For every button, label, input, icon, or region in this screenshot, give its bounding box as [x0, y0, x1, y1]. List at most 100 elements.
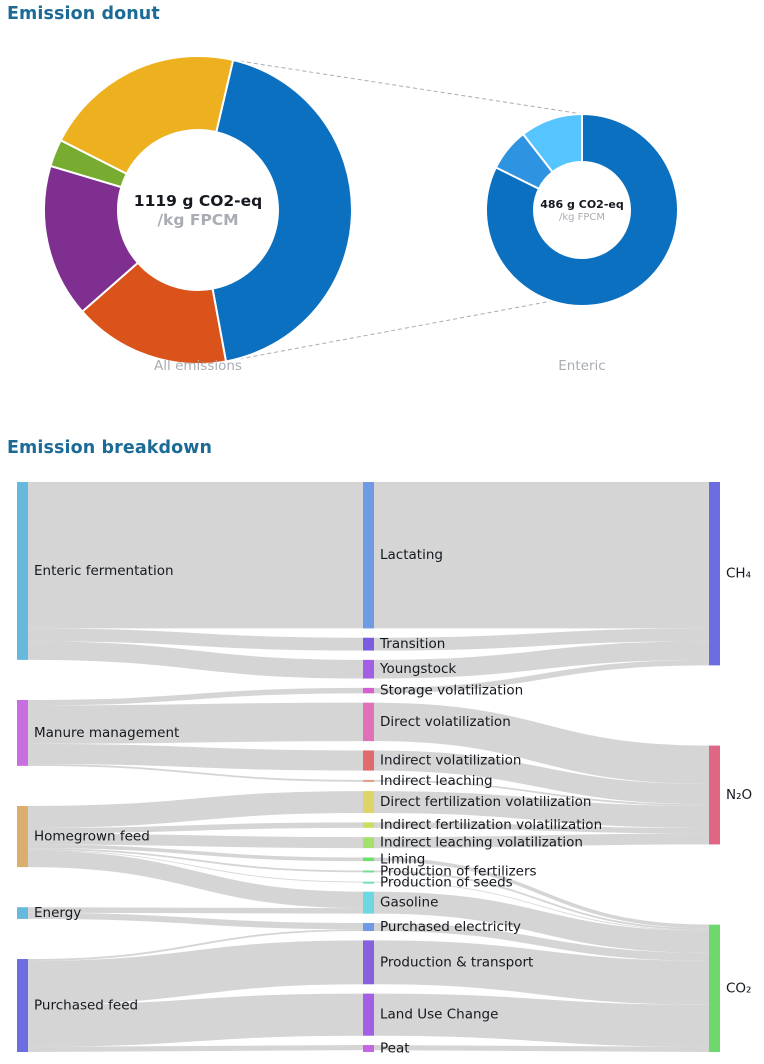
connector-line-top	[233, 59, 583, 115]
node-storage-volatilization[interactable]	[363, 687, 374, 694]
link-enteric-fermentation-to-transition[interactable]	[27, 628, 364, 651]
enteric-donut-center-unit: /kg FPCM	[559, 212, 605, 223]
node-label-homegrown-feed: Homegrown feed	[34, 829, 150, 845]
node-label-co2: CO₂	[726, 980, 751, 996]
all-emissions-slice-5[interactable]	[59, 55, 235, 176]
node-lactating[interactable]	[363, 482, 374, 629]
node-gasoline[interactable]	[363, 891, 374, 914]
link-purchased-feed-to-land-use-change[interactable]	[27, 993, 364, 1047]
link-homegrown-feed-to-indirect-fertilization-volatilization[interactable]	[27, 822, 364, 834]
link-homegrown-feed-to-gasoline[interactable]	[27, 850, 364, 909]
link-energy-to-purchased-electricity[interactable]	[27, 912, 364, 930]
node-youngstock[interactable]	[363, 659, 374, 679]
node-label-energy: Energy	[34, 905, 81, 921]
node-peat[interactable]	[363, 1045, 374, 1052]
link-peat-to-co2[interactable]	[373, 1045, 710, 1052]
link-homegrown-feed-to-indirect-leaching-volatilization[interactable]	[27, 833, 364, 849]
node-label-indirect-volatilization: Indirect volatilization	[380, 753, 521, 769]
link-energy-to-gasoline[interactable]	[27, 907, 364, 914]
node-n2o[interactable]	[709, 745, 720, 845]
node-production-of-seeds[interactable]	[363, 881, 374, 884]
link-manure-management-to-indirect-volatilization[interactable]	[27, 743, 364, 771]
emission-donut-chart: 1119 g CO2-eq /kg FPCM 486 g CO2-eq /kg …	[43, 55, 679, 374]
node-co2[interactable]	[709, 924, 720, 1052]
node-liming[interactable]	[363, 857, 374, 862]
node-label-peat: Peat	[380, 1041, 410, 1057]
link-indirect-fertilization-volatilization-to-n2o[interactable]	[373, 822, 710, 834]
link-homegrown-feed-to-direct-fertilization-volatilization[interactable]	[27, 791, 364, 828]
link-purchased-feed-to-peat[interactable]	[27, 1045, 364, 1052]
node-label-transition: Transition	[379, 636, 445, 652]
link-purchased-electricity-to-co2[interactable]	[373, 922, 710, 961]
node-purchased-feed[interactable]	[17, 959, 28, 1052]
node-indirect-leaching[interactable]	[363, 779, 374, 782]
link-direct-volatilization-to-n2o[interactable]	[373, 702, 710, 785]
enteric-slice-1[interactable]	[485, 112, 679, 307]
link-enteric-fermentation-to-youngstock[interactable]	[27, 641, 364, 679]
link-indirect-leaching-to-n2o[interactable]	[373, 779, 710, 806]
node-label-direct-volatilization: Direct volatilization	[380, 714, 511, 730]
link-indirect-leaching-volatilization-to-n2o[interactable]	[373, 833, 710, 849]
node-label-indirect-fertilization-volatilization: Indirect fertilization volatilization	[380, 817, 602, 833]
enteric-donut-caption: Enteric	[558, 358, 605, 374]
node-label-enteric-fermentation: Enteric fermentation	[34, 563, 174, 579]
node-production-and-transport[interactable]	[363, 940, 374, 985]
main-donut-center-unit: /kg FPCM	[157, 211, 238, 229]
node-label-direct-fertilization-volatilization: Direct fertilization volatilization	[380, 794, 591, 810]
node-energy[interactable]	[17, 907, 28, 919]
node-label-land-use-change: Land Use Change	[380, 1007, 498, 1023]
node-label-production-of-seeds: Production of seeds	[380, 875, 513, 891]
link-production-of-seeds-to-co2[interactable]	[373, 881, 710, 931]
node-indirect-volatilization[interactable]	[363, 750, 374, 771]
link-indirect-volatilization-to-n2o[interactable]	[373, 750, 710, 805]
link-purchased-feed-to-purchased-electricity[interactable]	[27, 929, 364, 961]
node-manure-management[interactable]	[17, 699, 28, 766]
link-production-and-transport-to-co2[interactable]	[373, 940, 710, 1005]
link-transition-to-ch4[interactable]	[373, 628, 710, 651]
node-enteric-fermentation[interactable]	[17, 482, 28, 660]
link-homegrown-feed-to-liming[interactable]	[27, 844, 364, 862]
node-indirect-fertilization-volatilization[interactable]	[363, 822, 374, 828]
node-ch4[interactable]	[709, 482, 720, 666]
link-homegrown-feed-to-production-of-fertilizers[interactable]	[27, 848, 364, 873]
donut-section-title: Emission donut	[7, 4, 160, 24]
node-label-indirect-leaching: Indirect leaching	[380, 773, 493, 789]
node-indirect-leaching-volatilization[interactable]	[363, 837, 374, 849]
all-emissions-slice-1[interactable]	[211, 58, 353, 363]
emission-breakdown-sankey: Enteric fermentation Manure management Hom…	[17, 482, 752, 1057]
link-production-of-fertilizers-to-co2[interactable]	[373, 870, 710, 931]
link-liming-to-co2[interactable]	[373, 857, 710, 929]
enteric-donut[interactable]	[485, 112, 679, 307]
link-manure-management-to-direct-volatilization[interactable]	[27, 702, 364, 744]
link-homegrown-feed-to-production-of-seeds[interactable]	[27, 849, 364, 883]
link-youngstock-to-ch4[interactable]	[373, 641, 710, 679]
node-land-use-change[interactable]	[363, 993, 374, 1036]
enteric-slice-3[interactable]	[521, 112, 583, 174]
link-manure-management-to-indirect-leaching[interactable]	[27, 764, 364, 782]
link-direct-fertilization-volatilization-to-n2o[interactable]	[373, 791, 710, 828]
link-land-use-change-to-co2[interactable]	[373, 993, 710, 1047]
node-label-purchased-electricity: Purchased electricity	[380, 919, 521, 935]
node-direct-volatilization[interactable]	[363, 702, 374, 742]
node-purchased-electricity[interactable]	[363, 922, 374, 932]
node-label-storage-volatilization: Storage volatilization	[380, 683, 523, 699]
node-label-lactating: Lactating	[380, 547, 443, 563]
node-label-purchased-feed: Purchased feed	[34, 998, 138, 1014]
node-label-manure-management: Manure management	[34, 725, 179, 741]
node-label-youngstock: Youngstock	[379, 661, 456, 677]
main-donut-center-value: 1119 g CO2-eq	[134, 192, 262, 210]
node-direct-fertilization-volatilization[interactable]	[363, 791, 374, 814]
all-emissions-donut[interactable]	[43, 55, 353, 365]
all-emissions-slice-3[interactable]	[43, 164, 140, 313]
breakdown-section-title: Emission breakdown	[7, 438, 213, 458]
enteric-donut-center-value: 486 g CO2-eq	[540, 198, 623, 211]
node-label-production-of-fertilizers: Production of fertilizers	[380, 863, 537, 879]
link-gasoline-to-co2[interactable]	[373, 891, 710, 953]
node-production-of-fertilizers[interactable]	[363, 870, 374, 873]
link-storage-volatilization-to-ch4[interactable]	[373, 659, 710, 694]
link-manure-management-to-storage-volatilization[interactable]	[27, 687, 364, 706]
link-purchased-feed-to-production-and-transport[interactable]	[27, 940, 364, 1005]
node-transition[interactable]	[363, 637, 374, 651]
node-homegrown-feed[interactable]	[17, 805, 28, 868]
connector-line-bottom	[225, 300, 553, 362]
